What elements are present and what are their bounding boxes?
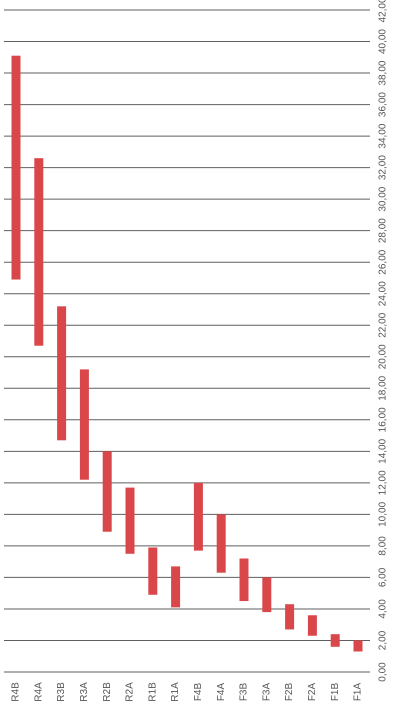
category-label: R4A — [33, 682, 44, 702]
range-bar — [330, 634, 340, 647]
category-label: F3B — [239, 683, 250, 702]
range-bar — [216, 514, 226, 573]
range-bar — [148, 547, 158, 595]
category-label: F2B — [284, 683, 295, 702]
value-tick-label: 38,00 — [378, 60, 389, 85]
value-tick-label: 32,00 — [378, 155, 389, 180]
range-bar — [34, 158, 44, 346]
range-bar — [285, 604, 295, 630]
range-bar — [353, 640, 363, 652]
category-label: F4A — [216, 683, 227, 702]
value-tick-label: 42,00 — [378, 0, 389, 23]
value-tick-label: 4,00 — [378, 599, 389, 619]
value-tick-label: 28,00 — [378, 218, 389, 243]
range-bar — [11, 55, 21, 280]
category-labels: R4B R4A R3B R3A R2B R2A R1B R1A F4B F4A F3B F3A F2B F… — [11, 682, 364, 702]
value-tick-label: 18,00 — [378, 375, 389, 400]
value-tick-label: 30,00 — [378, 186, 389, 211]
value-tick-label: 26,00 — [378, 249, 389, 274]
range-bars — [11, 55, 363, 652]
value-tick-label: 16,00 — [378, 407, 389, 432]
category-label: R2B — [102, 682, 113, 702]
category-label: F3A — [261, 683, 272, 702]
category-label: F1B — [330, 683, 341, 702]
value-tick-label: 6,00 — [378, 567, 389, 587]
value-tick-labels: 0,00 2,00 4,00 6,00 8,00 10,00 12,00 14,00 16,00… — [378, 0, 389, 682]
category-label: F4B — [193, 683, 204, 702]
range-bar — [307, 615, 317, 636]
range-bar — [239, 558, 249, 602]
range-bar — [79, 369, 89, 480]
value-tick-label: 12,00 — [378, 470, 389, 495]
category-label: F1A — [353, 683, 364, 702]
category-label: R3B — [56, 682, 67, 702]
value-tick-label: 2,00 — [378, 630, 389, 650]
value-tick-label: 0,00 — [378, 662, 389, 682]
range-bar — [193, 482, 203, 551]
category-label: R4B — [11, 682, 22, 702]
range-bar — [102, 451, 112, 532]
value-tick-label: 24,00 — [378, 281, 389, 306]
value-tick-label: 34,00 — [378, 123, 389, 148]
value-tick-label: 10,00 — [378, 501, 389, 526]
range-bar — [57, 306, 67, 441]
category-label: R1A — [170, 682, 181, 702]
value-tick-label: 20,00 — [378, 344, 389, 369]
range-bar — [262, 577, 272, 613]
value-tick-label: 40,00 — [378, 29, 389, 54]
value-tick-label: 8,00 — [378, 536, 389, 556]
value-tick-label: 36,00 — [378, 92, 389, 117]
category-label: R3A — [79, 682, 90, 702]
category-label: F2A — [307, 683, 318, 702]
category-label: R2A — [125, 682, 136, 702]
range-bar — [125, 487, 135, 554]
range-bar — [171, 566, 181, 608]
value-tick-label: 22,00 — [378, 312, 389, 337]
value-tick-label: 14,00 — [378, 438, 389, 463]
category-label: R1B — [147, 682, 158, 702]
